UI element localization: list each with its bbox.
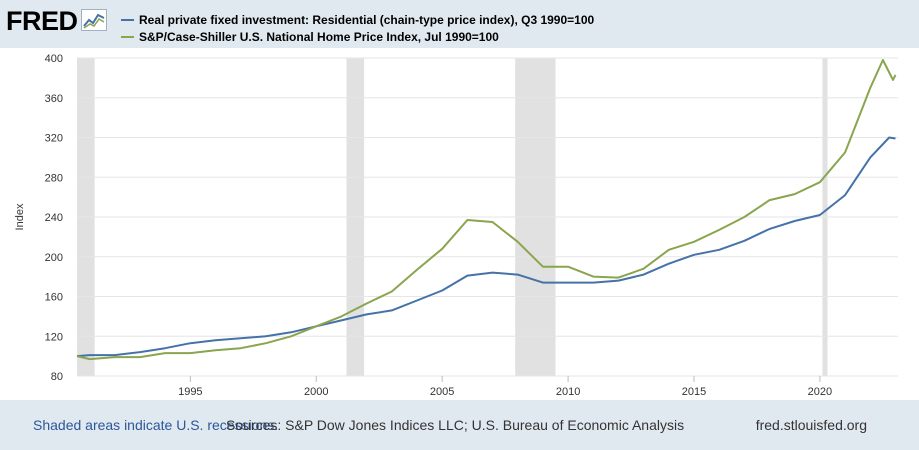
chart-legend: Real private fixed investment: Residenti… bbox=[121, 11, 594, 45]
chart-header: FRED Real private fixed investment: Resi… bbox=[0, 0, 919, 48]
series-line-case-shiller bbox=[76, 59, 897, 361]
x-tick-label: 2010 bbox=[556, 386, 580, 398]
legend-label: Real private fixed investment: Residenti… bbox=[139, 12, 595, 27]
x-tick-label: 1995 bbox=[178, 386, 202, 398]
x-tick-label: 2015 bbox=[682, 386, 706, 398]
y-axis-label: Index bbox=[14, 203, 26, 230]
legend-swatch-blue bbox=[121, 18, 134, 21]
fred-logo[interactable]: FRED bbox=[6, 6, 107, 36]
y-tick-label: 160 bbox=[45, 292, 63, 304]
x-tick-label: 2020 bbox=[808, 386, 832, 398]
line-graph-icon bbox=[80, 9, 107, 36]
legend-item-residential-investment[interactable]: Real private fixed investment: Residenti… bbox=[121, 11, 594, 28]
legend-item-case-shiller[interactable]: S&P/Case-Shiller U.S. National Home Pric… bbox=[121, 28, 594, 45]
fred-logo-text: FRED bbox=[6, 6, 78, 36]
y-tick-label: 360 bbox=[45, 93, 63, 105]
y-tick-label: 120 bbox=[45, 331, 63, 343]
y-tick-label: 320 bbox=[45, 133, 63, 145]
legend-label: S&P/Case-Shiller U.S. National Home Pric… bbox=[139, 29, 499, 44]
sources-text: Sources: S&P Dow Jones Indices LLC; U.S.… bbox=[226, 417, 685, 433]
series-line-residential-investment bbox=[76, 136, 896, 358]
y-tick-label: 280 bbox=[45, 172, 63, 184]
y-tick-label: 400 bbox=[45, 53, 63, 65]
site-link[interactable]: fred.stlouisfed.org bbox=[755, 417, 867, 433]
plot-panel: 80 120 160 200 240 280 320 360 400 1995 2000 2005 20… bbox=[0, 48, 919, 400]
line-chart[interactable]: 80 120 160 200 240 280 320 360 400 1995 2000 2005 20… bbox=[0, 48, 919, 400]
y-tick-label: 240 bbox=[45, 212, 63, 224]
chart-footer: Shaded areas indicate U.S. recessions. S… bbox=[0, 400, 919, 450]
y-tick-label: 200 bbox=[45, 252, 63, 264]
recession-note: Shaded areas indicate U.S. recessions. bbox=[33, 417, 279, 433]
legend-swatch-green bbox=[121, 35, 134, 38]
x-tick-label: 2005 bbox=[430, 386, 454, 398]
y-tick-label: 80 bbox=[51, 371, 63, 383]
x-tick-label: 2000 bbox=[304, 386, 328, 398]
